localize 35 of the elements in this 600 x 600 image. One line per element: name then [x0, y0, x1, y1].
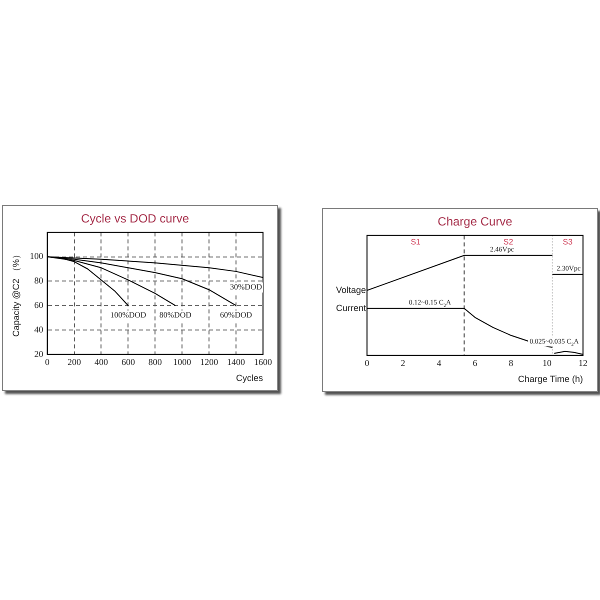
- y-tick-label: 100: [30, 251, 44, 262]
- x-tick-label: 400: [94, 357, 108, 368]
- x-tick-label: 10: [542, 358, 552, 368]
- x-tick-label: 4: [436, 358, 442, 368]
- y-axis-title: Capacity @C2 （%）: [10, 250, 21, 337]
- y-tick-label: 40: [34, 324, 44, 334]
- x-tick-label: 1200: [200, 357, 219, 368]
- chart-title: Cycle vs DOD curve: [80, 212, 190, 226]
- series-label: 60%DOD: [220, 310, 252, 320]
- x-tick-label: 0: [45, 357, 50, 368]
- x-tick-label: 1000: [173, 357, 192, 368]
- y-tick-label: 60: [34, 300, 44, 310]
- series-label: 30%DOD: [230, 282, 262, 292]
- y-tick-label: 80: [34, 276, 44, 286]
- series-label: Voltage: [336, 284, 366, 295]
- x-tick-label: 200: [68, 357, 82, 368]
- chart-title: Charge Curve: [438, 214, 513, 229]
- text: S2: [503, 238, 514, 247]
- x-tick-label: 800: [148, 357, 162, 368]
- x-tick-label: 12: [578, 358, 588, 368]
- x-tick-label: 600: [121, 357, 136, 368]
- series-label: Current: [336, 302, 366, 313]
- x-tick-label: 0: [364, 358, 370, 368]
- x-tick-label: 1400: [227, 357, 246, 368]
- x-axis-title: Cycles: [236, 373, 264, 384]
- series-label: 80%DOD: [159, 310, 192, 320]
- x-tick-label: 1600: [254, 357, 272, 368]
- x-tick-label: 6: [472, 358, 478, 368]
- y-tick-label: 20: [34, 348, 44, 359]
- text: S3: [562, 238, 574, 247]
- x-tick-label: 8: [508, 358, 514, 368]
- x-axis-title: Charge Time (h): [518, 374, 583, 384]
- text: S1: [410, 238, 422, 247]
- x-tick-label: 2: [400, 358, 406, 368]
- series-label: 100%DOD: [110, 310, 146, 320]
